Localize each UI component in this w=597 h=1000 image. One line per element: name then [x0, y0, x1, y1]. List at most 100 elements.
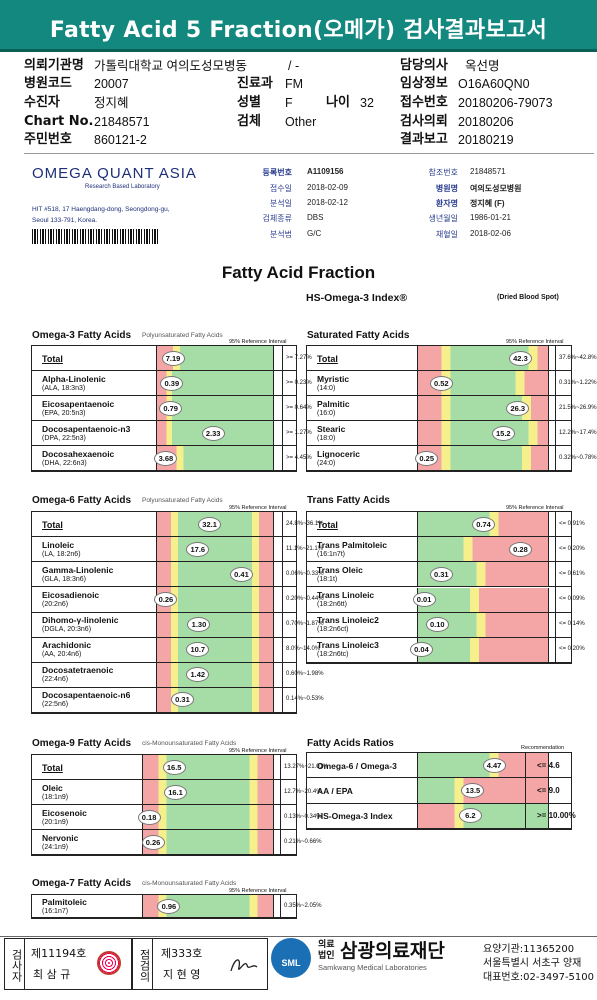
tester-label: 검사자 [5, 939, 25, 989]
omega9-subtitle: cis-Monounsaturated Fatty Acids [142, 740, 237, 747]
request-label: 검사의뢰 [400, 114, 448, 129]
row-name: Eicosenoic (20:1n9) [42, 808, 87, 828]
row-label: Lignoceric [317, 448, 360, 459]
row-label: Docosatetraenoic [42, 665, 114, 676]
collected-value: 2018-02-06 [470, 229, 511, 238]
lab-logo: OMEGA QUANT ASIA [32, 165, 197, 182]
row-name: Total [42, 354, 63, 364]
org-address: 서울특별시 서초구 양재 [483, 958, 582, 969]
row-sublabel: (14:0) [317, 384, 336, 392]
reference-interval: 12.2%~17.4% [559, 429, 597, 436]
table-row: Trans Linoleic2 (18:2n6ct) 0.10 <= 0.14% [307, 612, 585, 638]
omega3-subtitle: Polyunsaturated Fatty Acids [142, 332, 223, 339]
table-row: Trans Linoleic (18:2n6tt) 0.01 <= 0.09% [307, 587, 585, 613]
reference-interval: 8.0%~14.0% [286, 646, 321, 653]
trans-table: Total 0.74 <= 0.91% Trans Palmitoleic (16:1n… [306, 511, 585, 664]
table-row: Stearic (18:0) 15.2 12.2%~17.4% [307, 421, 597, 446]
age-label: 나이 [326, 95, 350, 110]
row-label: Docosapentaenoic-n6 [42, 690, 131, 701]
method-label: 분석법 [269, 230, 292, 239]
row-name: Oleic (18:1n9) [42, 783, 68, 803]
row-name: Trans Linoleic2 (18:2n6ct) [317, 615, 379, 635]
header-divider [24, 153, 594, 154]
row-sublabel: (DGLA, 20:3n6) [42, 626, 92, 634]
sex-value: F [285, 96, 293, 110]
range-gauge [417, 803, 549, 828]
reference-interval: 0.35%~2.05% [284, 902, 322, 909]
omega9-ref-header: 95% Reference Interval [229, 748, 287, 754]
row-name: Trans Oleic (18:1t) [317, 565, 363, 585]
org-code: 요양기관:11365200 [483, 944, 575, 955]
row-sublabel: (24:0) [317, 459, 336, 467]
reference-interval: >= 7.27% [286, 354, 312, 361]
dept-value: FM [285, 77, 304, 91]
row-label: Total [42, 353, 63, 364]
reference-interval: >= 1.27% [286, 429, 312, 436]
reference-interval: 0.13%~0.34% [284, 813, 322, 820]
table-row: Trans Linoleic3 (18:2n6tc) 0.04 <= 0.20% [307, 637, 585, 663]
value-marker: 15.2 [491, 425, 515, 441]
row-sublabel: (GLA, 18:3n6) [42, 575, 86, 583]
reference-interval: 0.06%~0.33% [286, 570, 324, 577]
org-type: 의료 법인 [318, 940, 335, 962]
reference-interval: 0.20%~0.44% [286, 595, 324, 602]
range-gauge [142, 805, 274, 829]
reference-interval: 21.5%~26.9% [559, 404, 597, 411]
dob-value: 1986-01-21 [470, 213, 511, 222]
value-marker: 1.30 [187, 617, 211, 633]
hospital-label: 병원명 [435, 184, 458, 193]
collected-label: 채혈일 [435, 230, 458, 239]
barcode [32, 229, 160, 244]
row-label: AA / EPA [317, 785, 353, 796]
row-name: Eicosadienoic (20:2n6) [42, 590, 99, 610]
row-sublabel: (20:2n6) [42, 600, 69, 608]
row-label: Trans Linoleic [317, 590, 375, 601]
reception-label: 접수번호 [400, 95, 448, 110]
table-row: Docosapentaenoic-n3 (DPA, 22:5n3) 2.33 >= 1… [32, 421, 312, 446]
received-value: 2018-02-09 [307, 183, 348, 192]
tester-no: 제11194호 [31, 947, 87, 960]
tester-name: 최 삼 규 [33, 968, 71, 981]
patient-value: 정지혜 (F) [470, 199, 505, 208]
reviewer-name: 지 현 영 [163, 968, 201, 981]
table-row: Myristic (14:0) 0.52 0.31%~1.22% [307, 371, 597, 396]
examinee-label: 수진자 [24, 95, 60, 110]
omega6-table: Total 32.1 24.8%~36.1% Linoleic (LA, 18:2n6)… [31, 511, 324, 714]
reference-interval: 0.70%~1.87% [286, 621, 324, 628]
sex-label: 성별 [237, 95, 261, 110]
row-sublabel: (20:1n9) [42, 818, 69, 826]
lab-address: HIT #518, 17 Haengdang-dong, Seongdong-g… [32, 204, 170, 226]
analyzed-label: 분석일 [269, 199, 292, 208]
row-sublabel: (22:4n6) [42, 676, 69, 684]
row-sublabel: (18:1n9) [42, 793, 69, 801]
table-row: Palmitic (16:0) 26.3 21.5%~26.9% [307, 396, 597, 421]
row-sublabel: (24:1n9) [42, 843, 69, 851]
row-label: Total [42, 519, 63, 530]
omega7-ref-header: 95% Reference Interval [229, 888, 287, 894]
reception-value: 20180206-79073 [458, 96, 553, 110]
value-marker: 6.2 [458, 808, 482, 824]
table-row: Total 42.3 37.6%~42.8% [307, 346, 597, 371]
received-label: 접수일 [269, 184, 292, 193]
row-label: Docosahexaenoic [42, 448, 115, 459]
table-row: AA / EPA 13.5 <= 9.0 [307, 778, 571, 804]
org-type-line1: 의료 [318, 940, 335, 950]
column-divider [555, 512, 556, 663]
row-name: Linoleic (LA, 18:2n6) [42, 540, 81, 560]
value-marker: 10.7 [186, 642, 210, 658]
column-divider [282, 346, 283, 471]
row-name: Alpha-Linolenic (ALA, 18:3n3) [42, 374, 106, 394]
reference-interval: 0.60%~1.98% [286, 671, 324, 678]
row-name: Palmitic (16:0) [317, 399, 350, 419]
omega7-table: Palmitoleic (16:1n7) 0.96 0.35%~2.05% [31, 894, 322, 919]
range-gauge [156, 637, 274, 662]
row-label: Trans Oleic [317, 564, 363, 575]
value-marker: 13.5 [461, 782, 485, 798]
row-label: Omega-6 / Omega-3 [317, 760, 397, 771]
hs-index-title: HS-Omega-3 Index® [306, 292, 408, 304]
reference-interval: <= 0.20% [559, 646, 585, 653]
range-gauge [417, 587, 549, 612]
range-gauge [417, 637, 549, 662]
value-marker: 0.41 [229, 566, 253, 582]
chart-label: Chart No. [24, 114, 94, 129]
